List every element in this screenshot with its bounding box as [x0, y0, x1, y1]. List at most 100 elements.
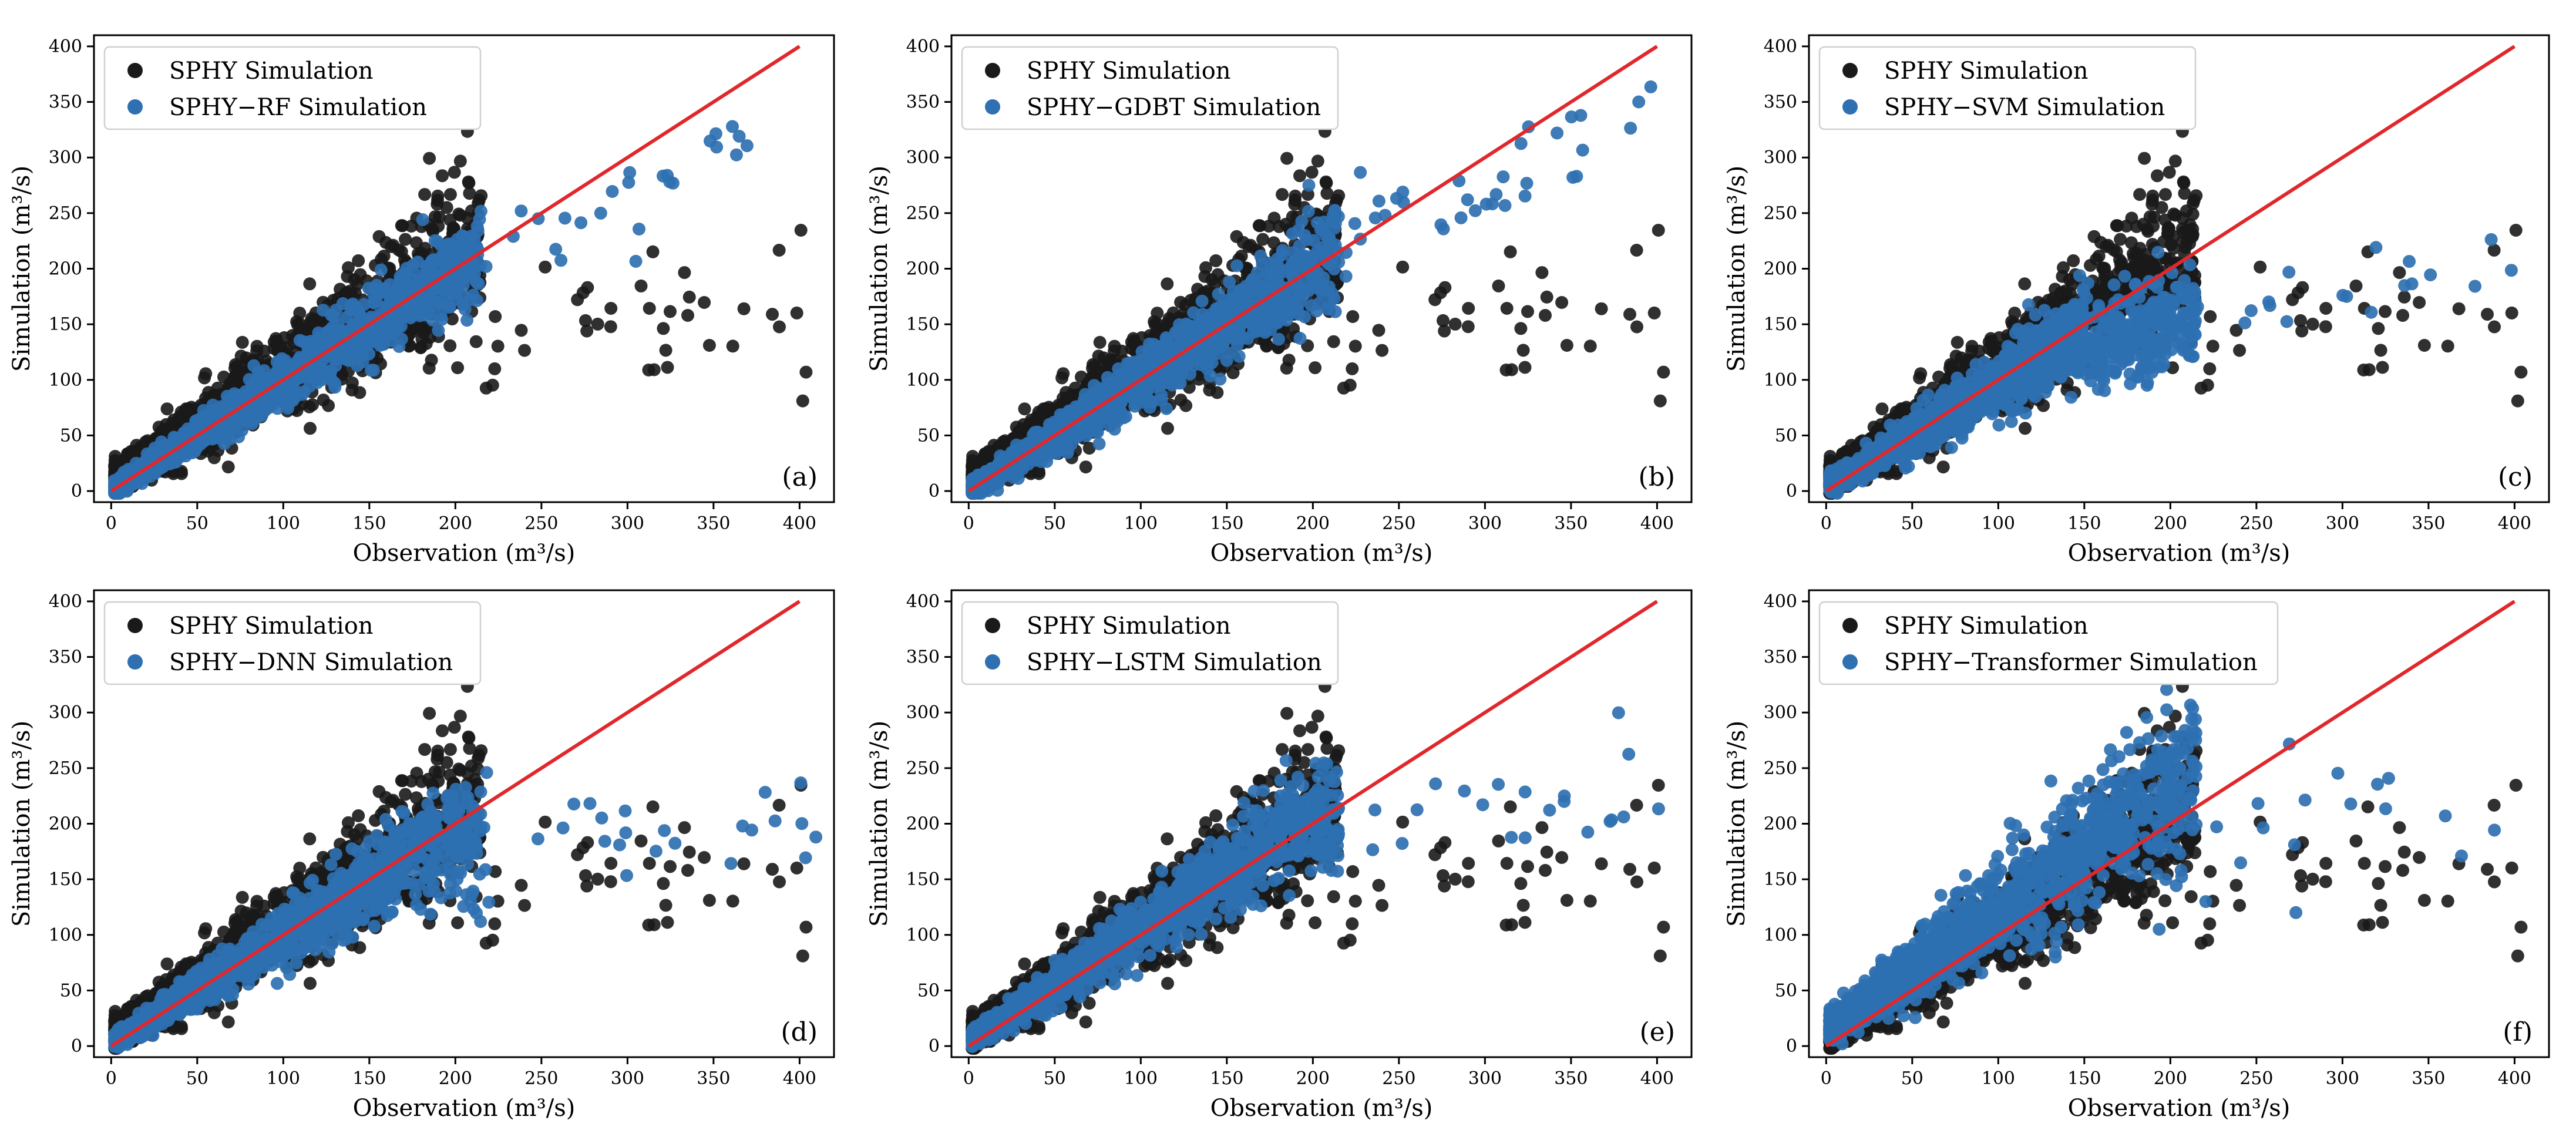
scatter-point — [604, 320, 617, 334]
scatter-point — [418, 188, 432, 201]
scatter-point — [657, 322, 670, 335]
scatter-point — [1555, 296, 1569, 309]
scatter-point — [460, 314, 474, 327]
scatter-point — [174, 465, 188, 478]
scatter-point — [1343, 378, 1357, 392]
scatter-point — [794, 224, 808, 237]
scatter-point — [303, 277, 317, 291]
scatter-point — [471, 224, 485, 237]
scatter-point — [312, 326, 325, 339]
scatter-point — [1505, 363, 1518, 376]
scatter-point — [289, 390, 302, 403]
scatter-point — [1327, 335, 1340, 348]
scatter-point — [1203, 384, 1216, 397]
scatter-point — [254, 376, 267, 390]
scatter-point — [702, 339, 716, 352]
scatter-point — [1184, 294, 1198, 307]
scatter-point — [1514, 322, 1528, 335]
scatter-point — [358, 298, 371, 311]
scatter-point — [1148, 318, 1162, 331]
scatter-point — [227, 371, 241, 384]
scatter-point — [1174, 394, 1188, 407]
scatter-point — [1348, 339, 1362, 353]
scatter-point — [396, 306, 409, 320]
legend-marker — [127, 99, 143, 115]
scatter-point — [322, 324, 336, 337]
scatter-point — [1376, 344, 1389, 357]
x-tick-label: 150 — [352, 513, 386, 534]
scatter-series — [108, 120, 754, 500]
scatter-point — [622, 176, 635, 189]
scatter-point — [1282, 354, 1296, 367]
scatter-point — [634, 279, 648, 292]
scatter-point — [1305, 166, 1319, 179]
x-tick-label: 400 — [783, 513, 816, 534]
y-tick-label: 350 — [49, 92, 82, 113]
scatter-point — [1652, 224, 1665, 237]
scatter-point — [1518, 361, 1532, 374]
scatter-point — [488, 362, 502, 375]
scatter-point — [155, 435, 168, 449]
scatter-point — [678, 266, 691, 280]
scatter-point — [970, 458, 984, 472]
scatter-point — [468, 267, 481, 281]
scatter-point — [1279, 217, 1293, 231]
scatter-point — [1252, 219, 1266, 233]
scatter-point — [443, 339, 457, 352]
scatter-point — [1630, 320, 1643, 334]
scatter-point — [362, 347, 376, 361]
scatter-point — [317, 394, 330, 407]
x-tick-label: 250 — [524, 513, 558, 534]
y-tick-label: 100 — [49, 370, 82, 391]
scatter-point — [221, 460, 235, 474]
scatter-point — [431, 189, 445, 203]
scatter-point — [443, 243, 457, 256]
scatter-point — [1093, 335, 1107, 349]
scatter-point — [451, 361, 465, 375]
y-tick-label: 150 — [49, 314, 82, 335]
scatter-point — [291, 318, 304, 331]
scatter-point — [1309, 361, 1322, 375]
scatter-point — [399, 233, 412, 246]
scatter-point — [469, 335, 483, 348]
scatter-point — [1438, 324, 1451, 338]
scatter-point — [415, 299, 428, 312]
scatter-point — [1521, 305, 1534, 318]
scatter-point — [1653, 394, 1667, 408]
scatter-point — [1535, 266, 1549, 280]
scatter-point — [267, 387, 281, 401]
scatter-point — [325, 308, 338, 322]
scatter-point — [1540, 290, 1553, 304]
scatter-point — [633, 223, 645, 236]
scatter-point — [1293, 332, 1307, 345]
scatter-point — [1516, 344, 1530, 357]
scatter-point — [1461, 320, 1475, 334]
scatter-point — [726, 339, 739, 353]
scatter-point — [325, 374, 339, 388]
scatter-point — [426, 294, 440, 307]
scatter-point — [362, 281, 375, 295]
scatter-point — [514, 204, 528, 218]
scatter-point — [439, 296, 453, 310]
scatter-point — [657, 169, 670, 183]
scatter-point — [278, 331, 291, 344]
scatter-point — [629, 254, 643, 268]
scatter-point — [1097, 351, 1111, 365]
scatter-point — [682, 290, 696, 304]
scatter-point — [604, 302, 618, 315]
scatter-point — [214, 400, 228, 413]
scatter-point — [366, 364, 380, 377]
scatter-point — [169, 455, 183, 469]
scatter-point — [1319, 175, 1333, 189]
scatter-point — [580, 324, 594, 338]
scatter-point — [370, 332, 384, 345]
scatter-point — [623, 166, 637, 179]
scatter-point — [207, 451, 221, 465]
scatter-point — [423, 152, 436, 165]
scatter-point — [367, 296, 381, 310]
scatter-point — [1539, 309, 1552, 322]
scatter-point — [1428, 293, 1442, 307]
scatter-point — [463, 187, 476, 200]
scatter-point — [257, 364, 271, 377]
